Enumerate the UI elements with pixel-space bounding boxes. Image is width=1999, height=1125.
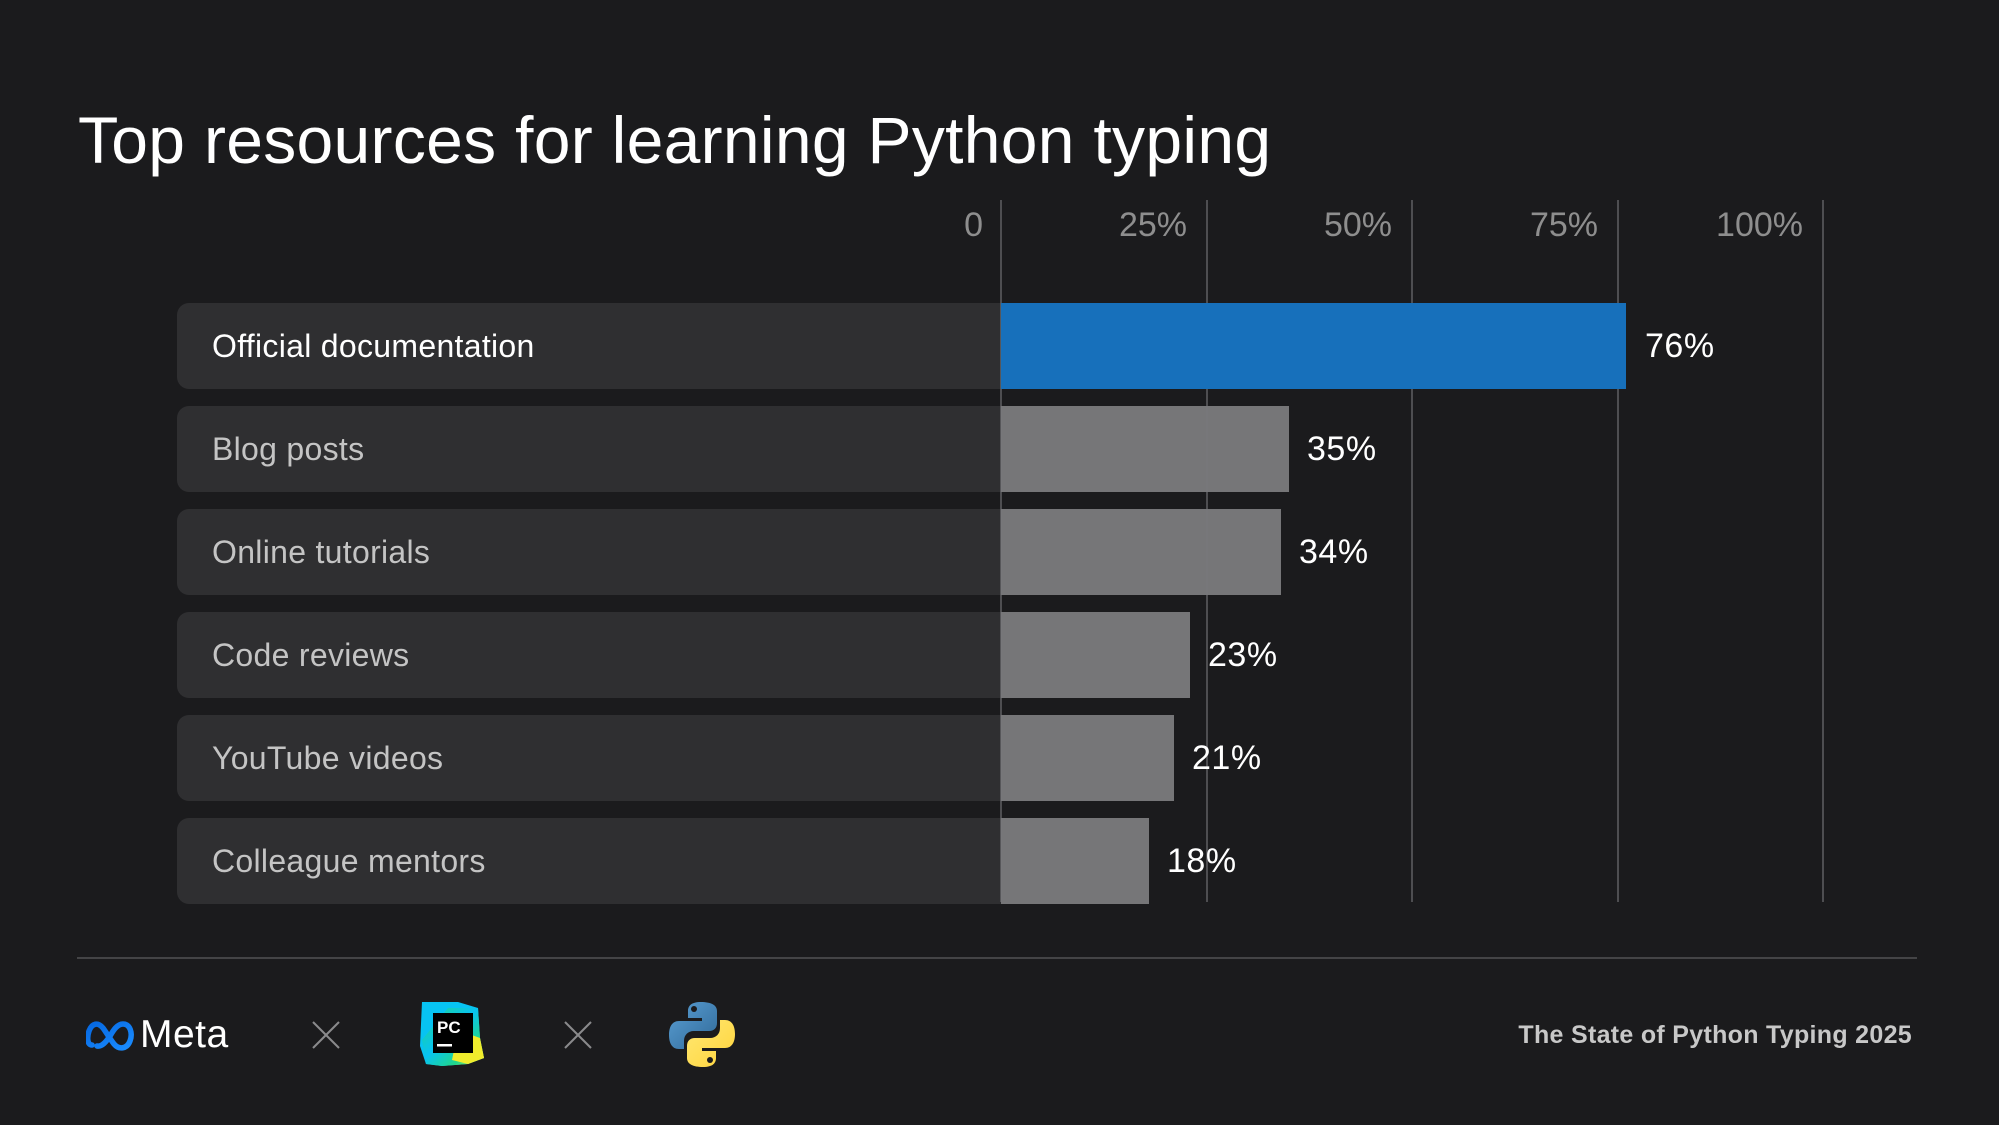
- meta-wordmark: Meta: [140, 1013, 229, 1056]
- bar-youtube-videos: [1001, 715, 1174, 801]
- row-label: YouTube videos: [212, 740, 444, 776]
- bar-official-documentation: [1001, 303, 1626, 389]
- value-label: 35%: [1307, 430, 1377, 468]
- row-label: Code reviews: [212, 637, 410, 673]
- row-label: Blog posts: [212, 431, 365, 467]
- row-label: Colleague mentors: [212, 843, 486, 879]
- row-official-documentation: Official documentation: [177, 303, 1001, 389]
- cross-icon: [564, 1021, 592, 1049]
- gridline-100: [1822, 200, 1824, 902]
- python-logo-icon: [669, 1002, 735, 1067]
- chart-title: Top resources for learning Python typing: [78, 103, 1272, 177]
- row-code-reviews: Code reviews: [177, 612, 1001, 698]
- meta-logo-icon: [86, 1021, 134, 1051]
- value-label: 18%: [1167, 842, 1237, 880]
- axis-tick-25: 25%: [1118, 206, 1187, 244]
- svg-text:PC: PC: [437, 1018, 461, 1037]
- bar-chart: 0 25% 50% 75% 100% Official documentatio…: [177, 200, 1824, 904]
- footer-divider: [77, 957, 1917, 959]
- row-blog-posts: Blog posts: [177, 406, 1001, 492]
- gridline-0: [1000, 200, 1002, 902]
- gridline-75: [1617, 200, 1619, 902]
- value-label: 21%: [1192, 739, 1262, 777]
- cross-icon: [312, 1021, 340, 1049]
- gridline-50: [1411, 200, 1413, 902]
- axis-tick-50: 50%: [1323, 206, 1392, 244]
- row-colleague-mentors: Colleague mentors: [177, 818, 1001, 904]
- value-label: 23%: [1208, 636, 1278, 674]
- axis-tick-100: 100%: [1716, 206, 1803, 244]
- row-online-tutorials: Online tutorials: [177, 509, 1001, 595]
- value-label: 34%: [1299, 533, 1369, 571]
- bar-online-tutorials: [1001, 509, 1281, 595]
- row-label: Official documentation: [212, 328, 535, 364]
- bar-code-reviews: [1001, 612, 1190, 698]
- row-label: Online tutorials: [212, 534, 431, 570]
- pycharm-logo-icon: PC: [420, 1002, 484, 1066]
- row-youtube-videos: YouTube videos: [177, 715, 1001, 801]
- axis-tick-0: 0: [964, 206, 983, 244]
- gridline-25: [1206, 200, 1208, 902]
- footer-source-text: The State of Python Typing 2025: [1518, 1021, 1912, 1049]
- bar-blog-posts: [1001, 406, 1289, 492]
- value-label: 76%: [1645, 327, 1715, 365]
- bar-colleague-mentors: [1001, 818, 1149, 904]
- axis-tick-75: 75%: [1529, 206, 1598, 244]
